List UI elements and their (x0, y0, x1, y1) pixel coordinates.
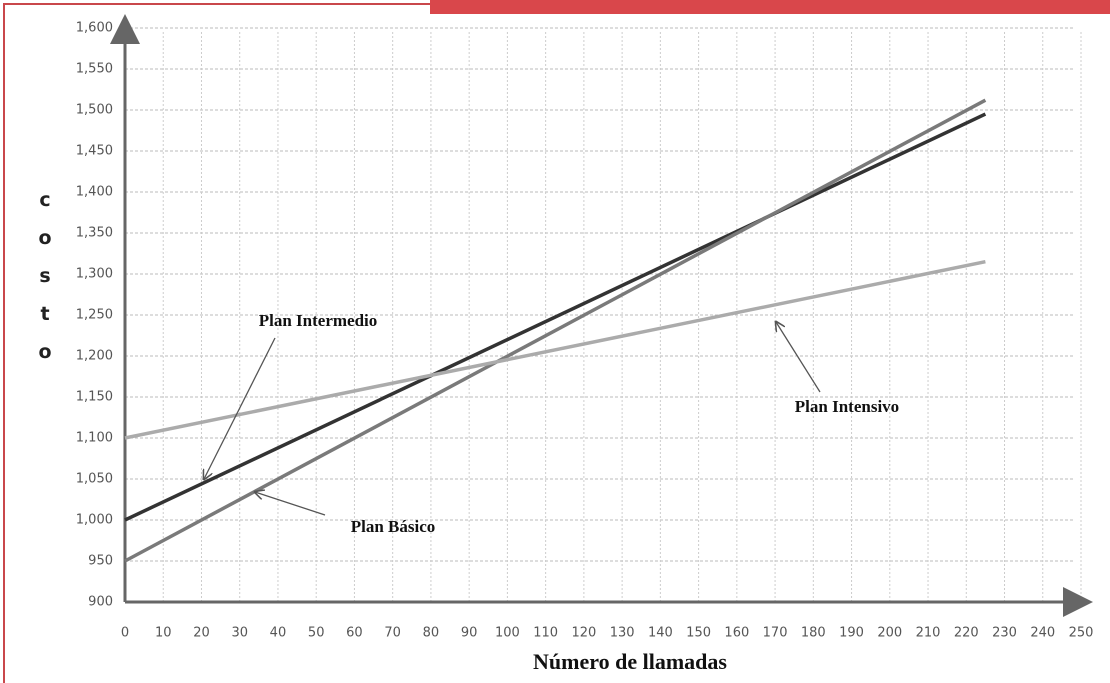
y-tick-label: 1,350 (76, 226, 113, 241)
x-tick-label: 120 (571, 626, 596, 641)
x-tick-label: 10 (155, 626, 172, 641)
x-tick-label: 110 (533, 626, 558, 641)
x-tick-label: 50 (308, 626, 325, 641)
header-band (430, 0, 1110, 14)
y-tick-label: 1,600 (76, 21, 113, 36)
x-tick-label: 170 (763, 626, 788, 641)
y-tick-label: 1,500 (76, 103, 113, 118)
x-tick-label: 70 (384, 626, 401, 641)
y-tick-label: 1,050 (76, 472, 113, 487)
x-tick-label: 190 (839, 626, 864, 641)
series-line (124, 98, 987, 563)
y-tick-label: 1,250 (76, 308, 113, 323)
x-tick-label: 40 (270, 626, 287, 641)
x-tick-label: 30 (231, 626, 248, 641)
annotation-arrow (204, 337, 276, 479)
x-tick-label: 100 (495, 626, 520, 641)
series-line (124, 259, 986, 440)
x-tick-label: 80 (423, 626, 440, 641)
x-tick-label: 90 (461, 626, 478, 641)
x-axis-label: Número de llamadas (533, 649, 727, 674)
x-tick-label: 0 (121, 626, 129, 641)
x-tick-label: 20 (193, 626, 210, 641)
y-tick-label: 1,300 (76, 267, 113, 282)
x-tick-label: 240 (1030, 626, 1055, 641)
y-tick-label: 1,100 (76, 431, 113, 446)
x-tick-label: 230 (992, 626, 1017, 641)
annotation-arrow (255, 492, 326, 516)
y-tick-label: 1,200 (76, 349, 113, 364)
x-tick-label: 160 (724, 626, 749, 641)
x-tick-label: 140 (648, 626, 673, 641)
x-tick-label: 150 (686, 626, 711, 641)
y-tick-label: 950 (88, 554, 113, 569)
annotation: Plan Intensivo (795, 397, 899, 416)
series-line (124, 112, 987, 522)
y-tick-label: 900 (88, 595, 113, 610)
x-tick-label: 250 (1069, 626, 1094, 641)
y-tick-label: 1,150 (76, 390, 113, 405)
frame (3, 3, 430, 683)
y-tick-label: 1,450 (76, 144, 113, 159)
y-tick-label: 1,550 (76, 62, 113, 77)
annotation: Plan Intermedio (259, 311, 378, 330)
x-tick-label: 130 (610, 626, 635, 641)
x-tick-label: 200 (877, 626, 902, 641)
x-tick-label: 60 (346, 626, 363, 641)
x-tick-label: 210 (916, 626, 941, 641)
annotation-arrow (776, 322, 821, 393)
x-tick-label: 220 (954, 626, 979, 641)
annotation: Plan Básico (351, 517, 436, 536)
y-tick-label: 1,400 (76, 185, 113, 200)
x-tick-label: 180 (801, 626, 826, 641)
y-tick-label: 1,000 (76, 513, 113, 528)
